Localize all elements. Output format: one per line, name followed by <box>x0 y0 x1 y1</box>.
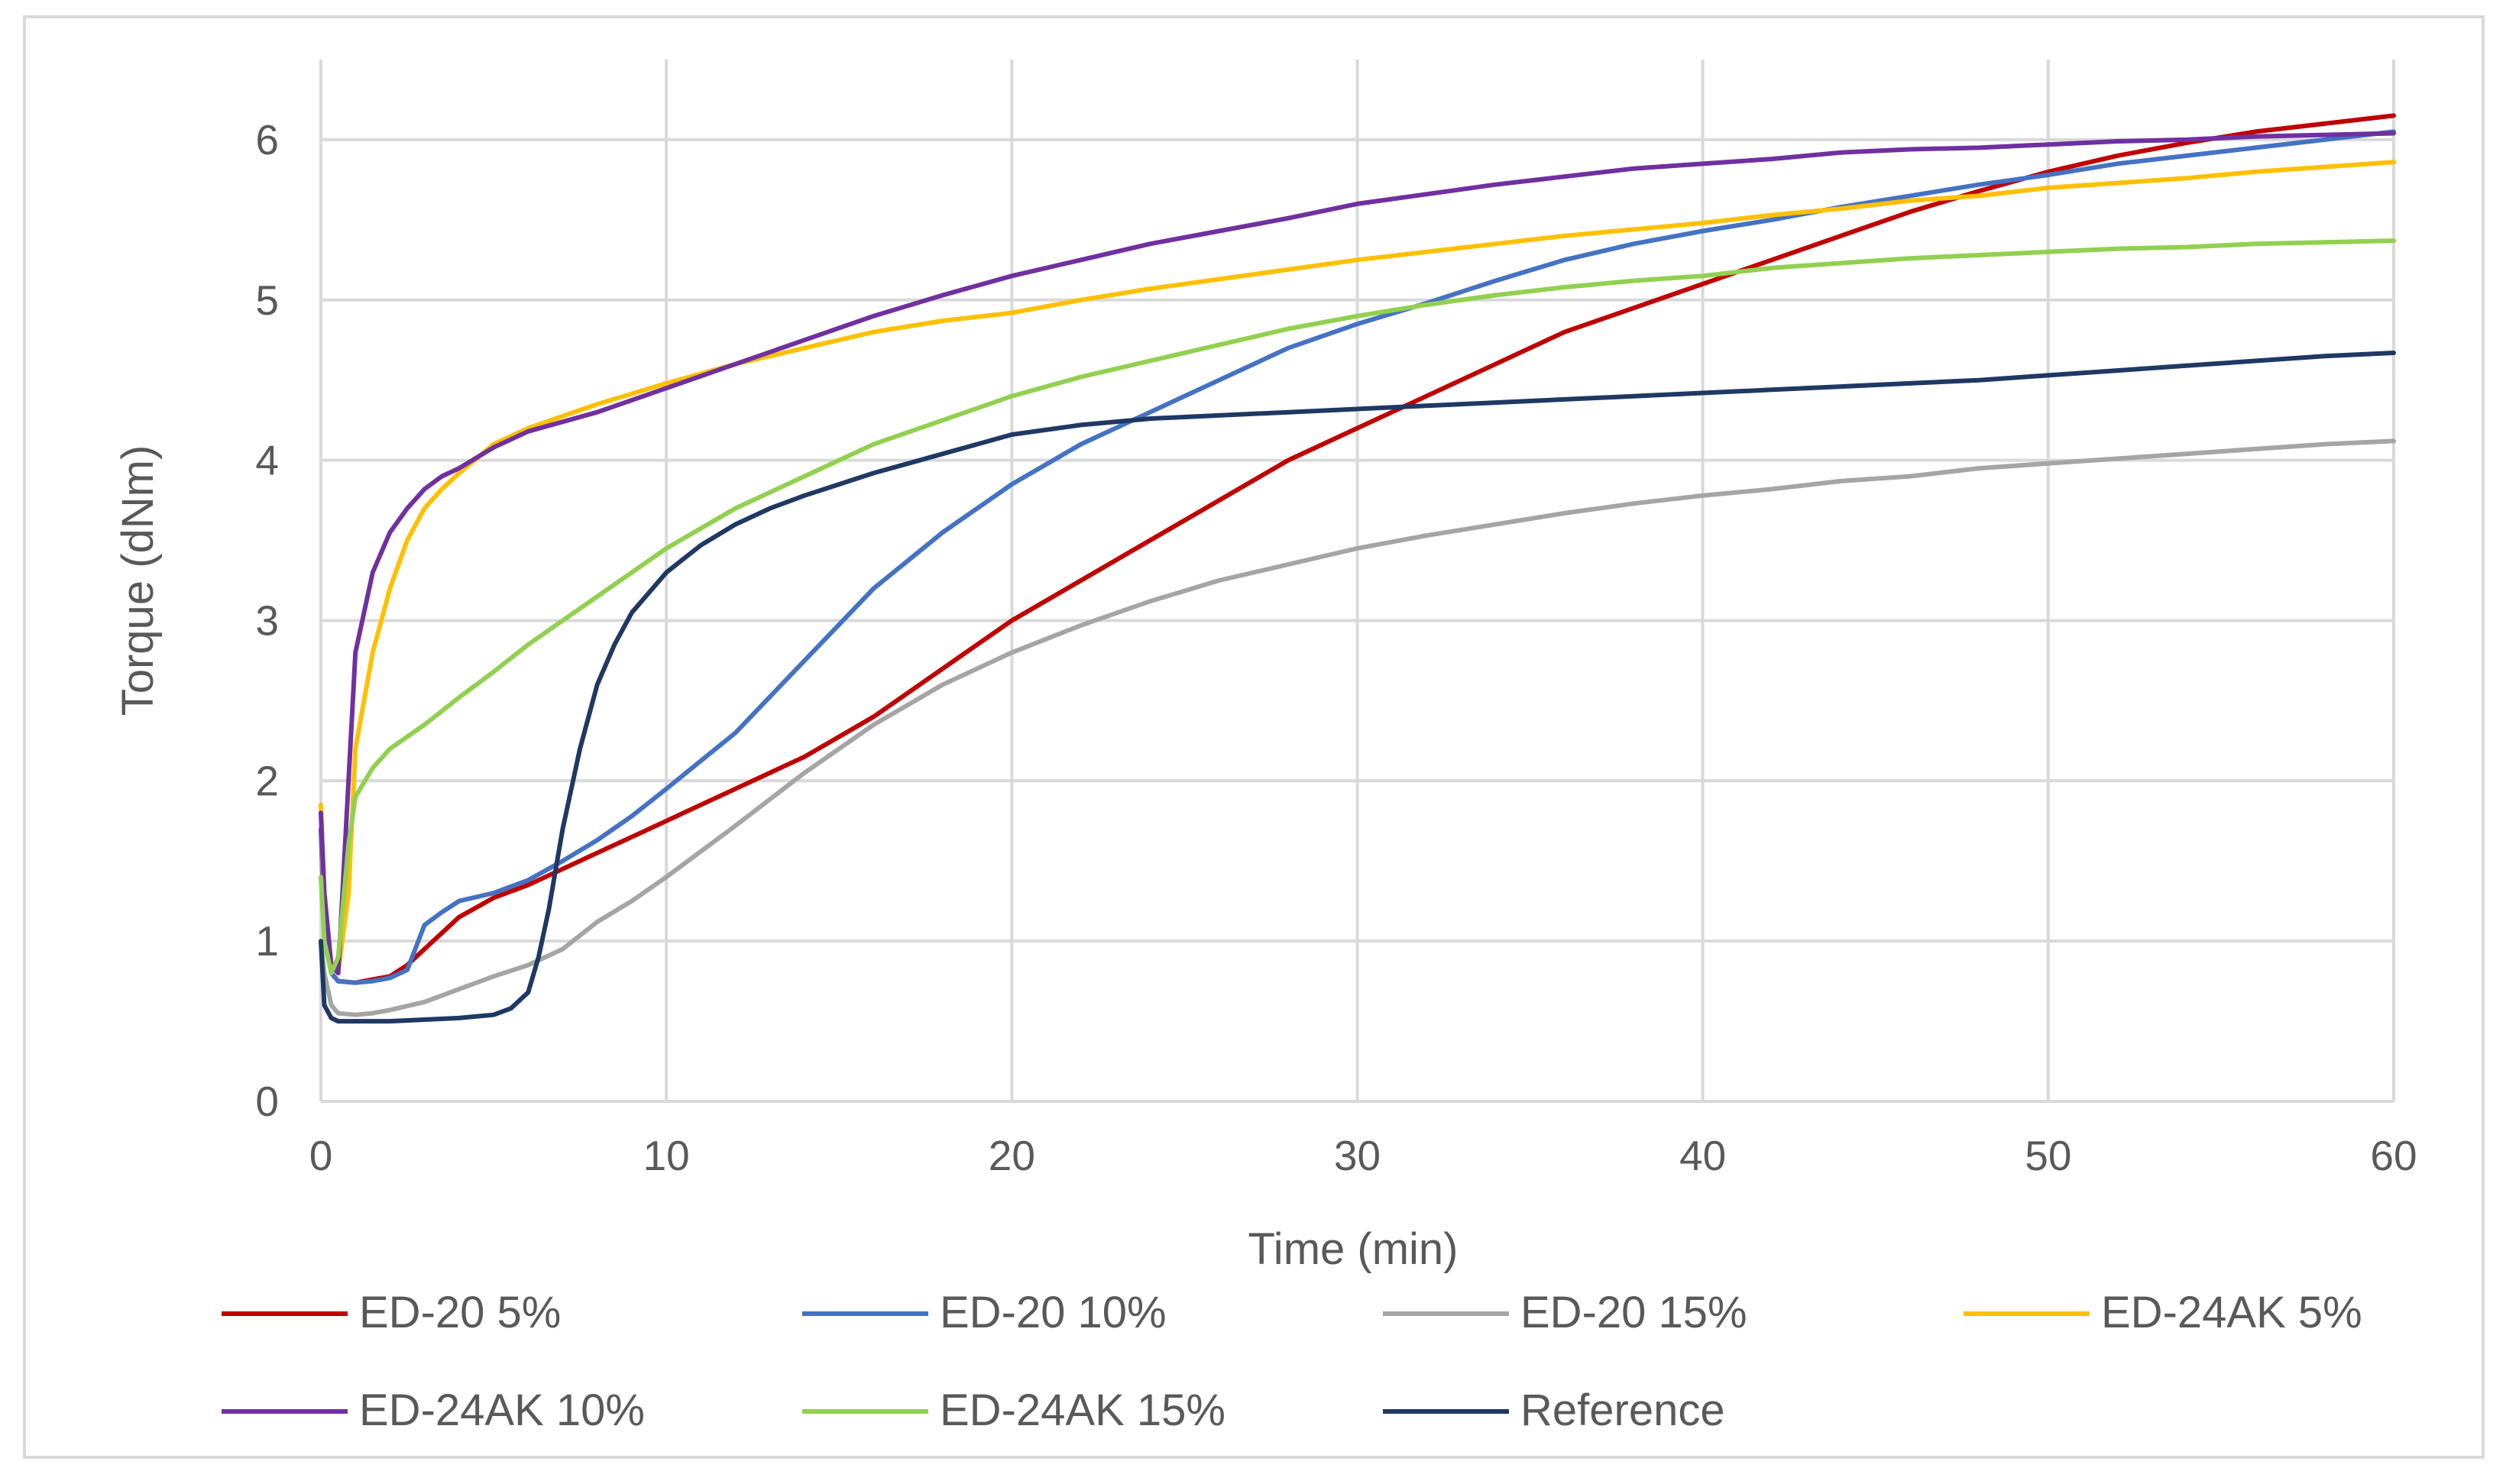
y-tick-label: 0 <box>255 1078 279 1125</box>
legend-label: Reference <box>1520 1385 1725 1435</box>
series-line-reference <box>319 351 2396 1024</box>
series-line-ed-20-15 <box>319 438 2396 1017</box>
y-tick-label: 1 <box>255 917 279 965</box>
legend: ED-20 5% ED-20 10% ED-20 15% ED-24AK 5% ED-2… <box>222 1288 2362 1435</box>
y-tick-label: 4 <box>255 437 279 484</box>
series-line-ed-20-10 <box>319 129 2396 985</box>
x-tick-label: 10 <box>643 1132 690 1179</box>
legend-label: ED-20 15% <box>1520 1288 1747 1337</box>
series-line-ed-24ak-15 <box>319 238 2396 976</box>
y-tick-label: 2 <box>255 757 279 804</box>
grid-layer <box>319 60 2395 1103</box>
chart-frame <box>23 15 2485 1459</box>
legend-label: ED-24AK 10% <box>359 1385 645 1435</box>
y-axis-title: Torque (dNm) <box>113 445 163 716</box>
legend-label: ED-24AK 5% <box>2101 1288 2362 1337</box>
x-tick-label: 0 <box>309 1132 333 1179</box>
legend-label: ED-20 10% <box>940 1288 1167 1337</box>
legend-label: ED-24AK 15% <box>940 1385 1225 1435</box>
series-line-ed-24ak-5 <box>319 160 2396 976</box>
series-line-ed-24ak-10 <box>319 131 2396 976</box>
x-tick-label: 30 <box>1334 1132 1381 1179</box>
x-axis-title: Time (min) <box>1248 1224 1459 1274</box>
y-tick-label: 5 <box>255 276 279 324</box>
x-tick-label: 20 <box>989 1132 1035 1179</box>
legend-label: ED-20 5% <box>359 1288 561 1337</box>
y-tick-label: 6 <box>255 116 279 163</box>
y-tick-label: 3 <box>255 597 279 644</box>
series-layer <box>319 113 2396 1024</box>
series-line-ed-20-5 <box>319 113 2396 985</box>
x-tick-label: 40 <box>1679 1132 1726 1179</box>
x-tick-label: 60 <box>2370 1132 2417 1179</box>
x-tick-label: 50 <box>2025 1132 2071 1179</box>
